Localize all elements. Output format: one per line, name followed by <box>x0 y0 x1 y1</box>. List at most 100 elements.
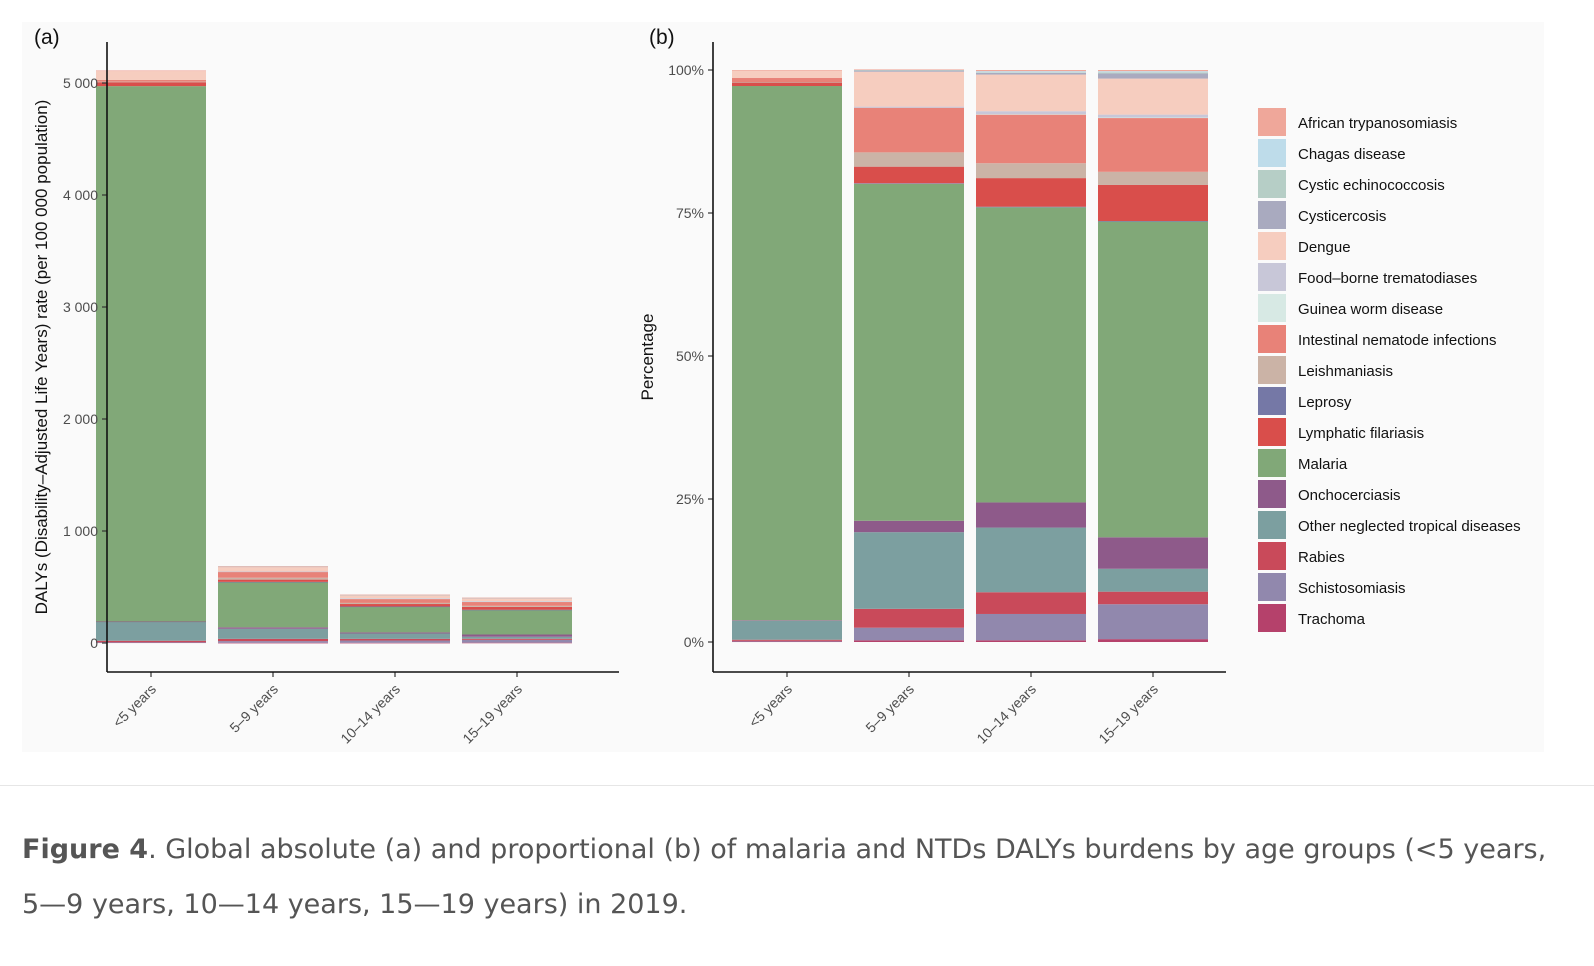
panel-a-bar-lymphatic-filariasis-3 <box>462 606 572 610</box>
panel-b-bar-malaria-0 <box>732 86 842 621</box>
panel-b-bar-schistosomiasis-3 <box>1098 604 1208 640</box>
figure-panel: (a) <5 years 5–9 years 10–14 years 15–19 yea… <box>22 22 1544 752</box>
legend-swatch-lymphatic-filariasis <box>1258 418 1286 446</box>
legend-label-cysticercosis: Cysticercosis <box>1298 208 1386 225</box>
panel-b-bar-chagas-disease-2 <box>976 71 1086 73</box>
panel-b-x-tick-label-1: 5–9 years <box>862 681 917 736</box>
panel-b-bar-food-borne-trematodiases-1 <box>854 106 964 108</box>
panel-b-bar-intestinal-nematode-infections-2 <box>976 114 1086 164</box>
panel-b-bar-intestinal-nematode-infections-1 <box>854 107 964 153</box>
panel-a-bar-leprosy-2 <box>340 606 450 608</box>
panel-a-bar-intestinal-nematode-infections-2 <box>340 598 450 603</box>
panel-a-bar-other-neglected-tropical-diseases-3 <box>462 636 572 639</box>
panel-b-bar-leprosy-1 <box>854 183 964 184</box>
panel-a-bar-malaria-3 <box>462 609 572 635</box>
figure-caption-text: . Global absolute (a) and proportional (… <box>22 834 1547 920</box>
panel-b-bar-lymphatic-filariasis-3 <box>1098 184 1208 222</box>
legend-swatch-chagas-disease <box>1258 139 1286 167</box>
legend-label-food-borne-trematodiases: Food–borne trematodiases <box>1298 270 1477 287</box>
panel-a-bar-guinea-worm-disease-3 <box>462 601 572 603</box>
panel-a-bar-malaria-1 <box>218 581 328 628</box>
panel-a-bar-onchocerciasis-3 <box>462 634 572 637</box>
panel-a-bar-african-trypanosomiasis-1 <box>218 566 328 567</box>
panel-a-bar-trachoma-0 <box>96 642 206 644</box>
panel-a-bar-intestinal-nematode-infections-1 <box>218 571 328 578</box>
panel-a-bar-onchocerciasis-2 <box>340 632 450 634</box>
panel-a-bar-rabies-1 <box>218 638 328 642</box>
legend-swatch-dengue <box>1258 232 1286 260</box>
panel-a-x-tick-label-0: <5 years <box>110 681 160 731</box>
panel-b-bar-malaria-1 <box>854 183 964 521</box>
panel-b-bar-schistosomiasis-0 <box>732 640 842 642</box>
panel-b-bar-rabies-0 <box>732 639 842 641</box>
panel-b-bar-cysticercosis-1 <box>854 70 964 72</box>
panel-a-bar-onchocerciasis-0 <box>96 621 206 623</box>
panel-b-label: (b) <box>649 26 675 49</box>
panel-b-bar-intestinal-nematode-infections-0 <box>732 78 842 83</box>
panel-b-y-axis-label: Percentage <box>638 314 657 401</box>
legend-swatch-malaria <box>1258 449 1286 477</box>
panel-b-bar-other-neglected-tropical-diseases-1 <box>854 532 964 609</box>
panel-a-bar-rabies-3 <box>462 638 572 640</box>
panel-b-bar-african-trypanosomiasis-2 <box>976 70 1086 72</box>
panel-a-bar-other-neglected-tropical-diseases-2 <box>340 633 450 639</box>
legend-swatch-food-borne-trematodiases <box>1258 263 1286 291</box>
panel-a-bar-food-borne-trematodiases-2 <box>340 598 450 599</box>
panel-a-bar-trachoma-3 <box>462 642 572 644</box>
legend-swatch-trachoma <box>1258 604 1286 632</box>
panel-b-y-tick-label-3: 75% <box>676 205 704 221</box>
panel-b-bar-trachoma-0 <box>732 641 842 643</box>
panel-a-bar-dengue-3 <box>462 598 572 602</box>
panel-b-bar-leprosy-3 <box>1098 221 1208 222</box>
legend-label-onchocerciasis: Onchocerciasis <box>1298 487 1401 504</box>
legend-label-trachoma: Trachoma <box>1298 611 1366 628</box>
panel-b-bar-rabies-2 <box>976 592 1086 614</box>
panel-a-label: (a) <box>34 26 60 49</box>
panel-b-bar-intestinal-nematode-infections-3 <box>1098 118 1208 172</box>
panel-b-bar-onchocerciasis-2 <box>976 502 1086 528</box>
legend-label-cystic-echinococcosis: Cystic echinococcosis <box>1298 177 1445 194</box>
panel-a-bar-african-trypanosomiasis-3 <box>462 597 572 599</box>
legend-label-intestinal-nematode-infections: Intestinal nematode infections <box>1298 332 1496 349</box>
panel-a-bar-leishmaniasis-3 <box>462 605 572 607</box>
panel-a-bar-lymphatic-filariasis-0 <box>96 82 206 87</box>
panel-b-bar-lymphatic-filariasis-2 <box>976 178 1086 207</box>
panel-b-y-tick-label-0: 0% <box>684 634 704 650</box>
panel-b-bar-leishmaniasis-3 <box>1098 171 1208 185</box>
legend-swatch-cysticercosis <box>1258 201 1286 229</box>
panel-b-bar-dengue-0 <box>732 70 842 79</box>
figure-caption: Figure 4. Global absolute (a) and propor… <box>22 822 1562 932</box>
panel-b-bar-rabies-3 <box>1098 591 1208 605</box>
panel-a-bar-lymphatic-filariasis-2 <box>340 604 450 607</box>
panel-a-y-tick-label-5: 5 000 <box>63 75 98 91</box>
panel-b-bar-trachoma-1 <box>854 640 964 642</box>
panel-b-bar-african-trypanosomiasis-0 <box>732 70 842 71</box>
panel-a-bar-malaria-2 <box>340 606 450 633</box>
panel-a-y-tick-label-3: 3 000 <box>63 299 98 315</box>
panel-b-bar-guinea-worm-disease-3 <box>1098 117 1208 119</box>
legend-label-other-neglected-tropical-diseases: Other neglected tropical diseases <box>1298 518 1521 535</box>
legend-label-schistosomiasis: Schistosomiasis <box>1298 580 1406 597</box>
panel-b-bar-lymphatic-filariasis-1 <box>854 166 964 184</box>
panel-b-bar-malaria-2 <box>976 207 1086 503</box>
panel-a-y-tick-label-2: 2 000 <box>63 411 98 427</box>
legend-label-african-trypanosomiasis: African trypanosomiasis <box>1298 115 1457 132</box>
legend-label-lymphatic-filariasis: Lymphatic filariasis <box>1298 425 1424 442</box>
caption-divider <box>0 785 1594 786</box>
legend-swatch-schistosomiasis <box>1258 573 1286 601</box>
panel-a-x-tick-label-2: 10–14 years <box>337 681 403 747</box>
panel-a-bar-schistosomiasis-2 <box>340 640 450 643</box>
panel-a-bar-malaria-0 <box>96 86 206 622</box>
panel-a-x-tick-label-3: 15–19 years <box>459 681 525 747</box>
panel-b-y-tick-label-4: 100% <box>668 62 704 78</box>
legend-swatch-intestinal-nematode-infections <box>1258 325 1286 353</box>
legend-swatch-african-trypanosomiasis <box>1258 108 1286 136</box>
panel-b-bar-cystic-echinococcosis-1 <box>854 70 964 71</box>
panel-b-bar-dengue-3 <box>1098 78 1208 115</box>
figure-label: Figure 4 <box>22 834 149 865</box>
panel-b-bar-guinea-worm-disease-2 <box>976 114 1086 115</box>
panel-a-y-tick-label-0: 0 <box>90 635 98 651</box>
panel-b-bar-onchocerciasis-0 <box>732 620 842 621</box>
panel-a-bar-onchocerciasis-1 <box>218 627 328 629</box>
panel-b-bar-other-neglected-tropical-diseases-2 <box>976 527 1086 593</box>
